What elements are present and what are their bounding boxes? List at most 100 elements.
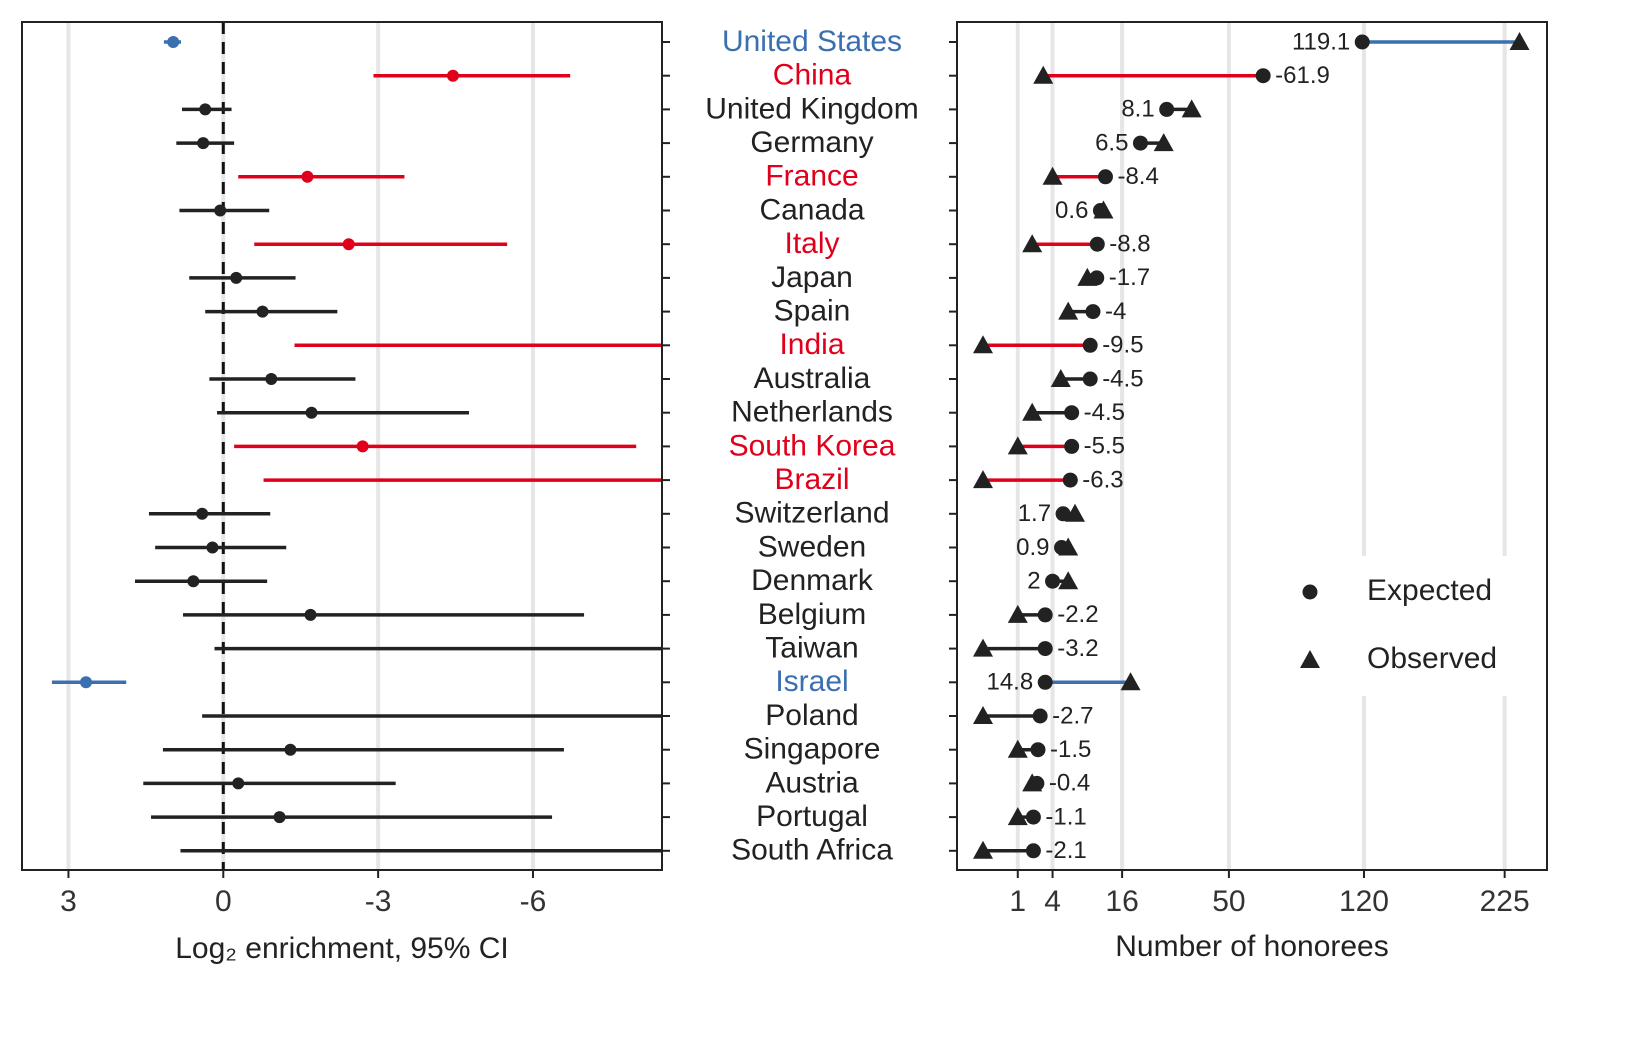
expected-marker bbox=[1045, 573, 1061, 589]
expected-marker bbox=[1062, 472, 1078, 488]
panel-frame bbox=[956, 21, 1548, 871]
observed-marker bbox=[1120, 672, 1141, 691]
expected-marker bbox=[1037, 674, 1053, 690]
country-label: China bbox=[773, 59, 852, 92]
difference-label: -4.5 bbox=[1084, 399, 1125, 426]
forest-plot bbox=[51, 22, 662, 870]
expected-marker bbox=[1132, 135, 1148, 151]
difference-label: -9.5 bbox=[1102, 332, 1143, 359]
expected-marker bbox=[1037, 641, 1053, 657]
difference-label: -1.7 bbox=[1109, 264, 1150, 291]
country-label: Denmark bbox=[751, 564, 874, 597]
country-label: Sweden bbox=[758, 530, 866, 563]
difference-label: -4 bbox=[1105, 298, 1126, 325]
observed-marker bbox=[973, 706, 993, 724]
expected-marker bbox=[1064, 405, 1080, 421]
country-label: South Korea bbox=[729, 429, 896, 462]
expected-marker bbox=[1085, 304, 1101, 320]
observed-marker bbox=[973, 840, 993, 859]
difference-label: -8.4 bbox=[1117, 163, 1158, 190]
difference-label: -6.3 bbox=[1082, 466, 1123, 493]
expected-marker bbox=[1037, 607, 1053, 623]
estimate-point bbox=[273, 811, 286, 824]
country-label: Australia bbox=[754, 362, 871, 395]
difference-label: 8.1 bbox=[1121, 96, 1154, 123]
estimate-point bbox=[230, 271, 243, 284]
expected-marker bbox=[1089, 270, 1105, 286]
x-tick-label: 50 bbox=[1212, 885, 1245, 918]
observed-marker bbox=[1058, 301, 1079, 320]
x-tick-label: 1 bbox=[1009, 885, 1026, 918]
observed-marker bbox=[973, 335, 993, 354]
difference-label: -0.4 bbox=[1049, 770, 1090, 797]
estimate-point bbox=[256, 305, 269, 318]
estimate-point bbox=[214, 204, 227, 217]
difference-label: -1.5 bbox=[1050, 736, 1091, 763]
legend-marker bbox=[1302, 584, 1318, 600]
panel-frame bbox=[21, 21, 663, 871]
country-label: Brazil bbox=[774, 463, 849, 496]
expected-marker bbox=[1097, 169, 1113, 185]
expected-marker bbox=[1082, 371, 1098, 387]
country-label: India bbox=[779, 328, 844, 361]
difference-label: 119.1 bbox=[1292, 28, 1350, 55]
observed-marker bbox=[1007, 604, 1028, 623]
difference-label: -3.2 bbox=[1057, 635, 1098, 662]
expected-marker bbox=[1055, 506, 1071, 522]
country-label: Poland bbox=[765, 699, 858, 732]
difference-label: 14.8 bbox=[986, 669, 1033, 696]
x-tick-label: -3 bbox=[365, 885, 392, 918]
observed-marker bbox=[1153, 133, 1174, 152]
observed-marker bbox=[973, 470, 993, 489]
estimate-point bbox=[446, 69, 459, 82]
observed-marker bbox=[1181, 99, 1202, 118]
country-label: Canada bbox=[759, 193, 864, 226]
estimate-point bbox=[305, 406, 318, 419]
estimate-point bbox=[206, 541, 219, 554]
x-tick-label: 120 bbox=[1339, 885, 1389, 918]
estimate-point bbox=[301, 170, 314, 183]
legend-marker bbox=[1300, 650, 1320, 668]
country-label: Austria bbox=[765, 766, 859, 799]
country-label: Spain bbox=[774, 295, 851, 328]
difference-label: -8.8 bbox=[1109, 231, 1150, 258]
difference-label: -5.5 bbox=[1084, 433, 1125, 460]
difference-label: -1.1 bbox=[1045, 803, 1086, 830]
estimate-point bbox=[167, 36, 180, 48]
country-label: Portugal bbox=[756, 800, 868, 833]
country-label: Netherlands bbox=[731, 396, 893, 429]
expected-marker bbox=[1054, 540, 1070, 555]
difference-label: -2.7 bbox=[1052, 702, 1093, 729]
country-label: United States bbox=[722, 25, 902, 58]
expected-marker bbox=[1255, 68, 1271, 84]
legend-label: Expected bbox=[1367, 574, 1492, 607]
expected-marker bbox=[1159, 101, 1175, 117]
country-label: Switzerland bbox=[734, 497, 889, 530]
legend-box bbox=[1282, 556, 1544, 696]
expected-marker bbox=[1029, 775, 1045, 791]
x-tick-label: 0 bbox=[215, 885, 232, 918]
estimate-point bbox=[199, 103, 212, 116]
x-tick-label: 4 bbox=[1044, 885, 1061, 918]
estimate-point bbox=[196, 507, 209, 520]
country-label: France bbox=[765, 160, 858, 193]
observed-marker bbox=[1065, 503, 1086, 522]
country-label: Singapore bbox=[744, 733, 881, 766]
estimate-point bbox=[265, 373, 278, 385]
estimate-point bbox=[80, 676, 92, 689]
difference-label: 1.7 bbox=[1018, 500, 1051, 527]
estimate-point bbox=[342, 238, 355, 251]
x-tick-label: 16 bbox=[1105, 885, 1138, 918]
estimate-point bbox=[232, 777, 245, 790]
country-label: Taiwan bbox=[765, 632, 858, 665]
difference-label: 0.9 bbox=[1016, 534, 1049, 561]
country-label: Japan bbox=[771, 261, 853, 294]
expected-marker bbox=[1025, 843, 1041, 859]
estimate-point bbox=[356, 440, 369, 453]
difference-label: -2.1 bbox=[1045, 837, 1086, 864]
x-axis-title: Log₂ enrichment, 95% CI bbox=[175, 932, 509, 965]
difference-label: -4.5 bbox=[1102, 365, 1143, 392]
observed-marker bbox=[1007, 436, 1028, 455]
observed-marker bbox=[1058, 571, 1079, 590]
